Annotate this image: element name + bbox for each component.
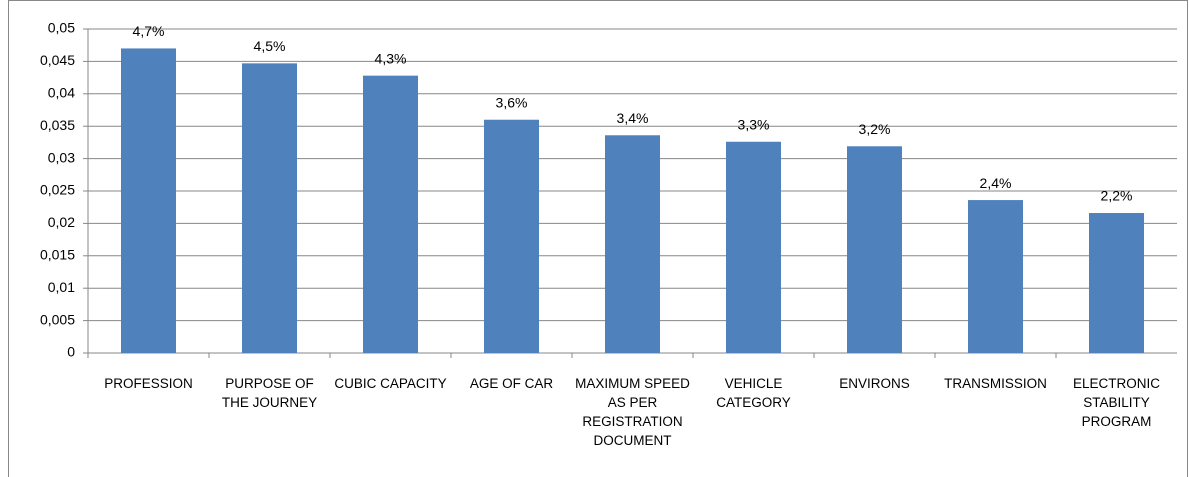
data-label: 4,5% <box>254 38 286 54</box>
y-tick-label: 0,03 <box>48 149 75 165</box>
y-tick-label: 0,015 <box>40 247 75 263</box>
x-tick-label: ELECTRONIC STABILITY PROGRAM <box>1072 376 1160 429</box>
y-tick-label: 0,025 <box>40 182 75 198</box>
data-label: 2,2% <box>1101 188 1133 204</box>
x-tick-label: MAXIMUM SPEED AS PER REGISTRATION DOCUME… <box>575 376 690 448</box>
bar <box>363 75 418 353</box>
y-tick-label: 0 <box>67 344 75 360</box>
x-tick-label: CUBIC CAPACITY <box>334 376 447 391</box>
data-label: 4,7% <box>133 23 165 39</box>
bar <box>1089 213 1144 353</box>
x-tick-label: PURPOSE OF THE JOURNEY <box>221 376 318 410</box>
x-tick-label: AGE OF CAR <box>469 376 554 391</box>
y-tick-label: 0,04 <box>48 85 75 101</box>
bar <box>847 146 902 353</box>
data-label: 3,2% <box>859 121 891 137</box>
y-tick-label: 0,05 <box>48 20 75 36</box>
x-tick-label: ENVIRONS <box>839 376 910 391</box>
bar <box>242 63 297 354</box>
data-label: 2,4% <box>980 175 1012 191</box>
bar <box>605 135 660 353</box>
data-label: 3,3% <box>738 116 770 132</box>
y-tick-label: 0,01 <box>48 279 75 295</box>
bar <box>121 48 176 353</box>
x-tick-label: TRANSMISSION <box>944 376 1047 391</box>
y-tick-label: 0,005 <box>40 311 75 327</box>
data-label: 4,3% <box>375 50 407 66</box>
data-label: 3,6% <box>496 94 528 110</box>
data-label: 3,4% <box>617 110 649 126</box>
y-tick-label: 0,02 <box>48 214 75 230</box>
y-tick-label: 0,035 <box>40 117 75 133</box>
bar <box>726 141 781 353</box>
y-tick-label: 0,045 <box>40 52 75 68</box>
x-tick-label: VEHICLE CATEGORY <box>716 376 791 410</box>
bar <box>484 119 539 353</box>
x-tick-label: PROFESSION <box>104 376 193 391</box>
bar <box>968 200 1023 353</box>
chart-border <box>8 0 1188 477</box>
